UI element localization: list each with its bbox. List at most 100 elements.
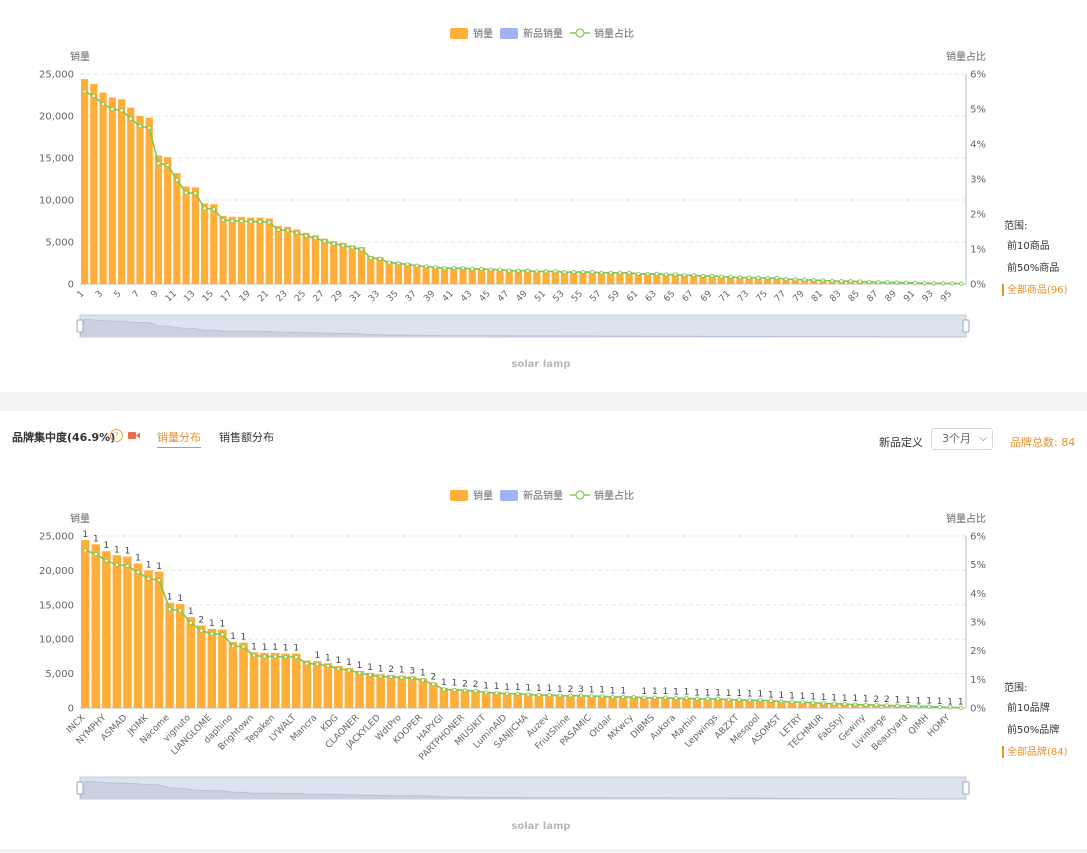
share-point[interactable] [379, 675, 382, 678]
sales-bar[interactable] [330, 241, 337, 284]
share-point[interactable] [432, 683, 435, 686]
share-point[interactable] [115, 563, 118, 566]
share-point[interactable] [775, 276, 778, 279]
sales-bar[interactable] [173, 173, 180, 284]
range-option[interactable]: 全部商品(96) [1007, 283, 1068, 296]
share-point[interactable] [368, 673, 371, 676]
sales-bar[interactable] [324, 663, 333, 708]
sales-bar[interactable] [134, 564, 143, 708]
share-point[interactable] [569, 694, 572, 697]
share-point[interactable] [579, 694, 582, 697]
sales-bar[interactable] [127, 108, 134, 284]
range-option[interactable]: 前10品牌 [1007, 701, 1050, 714]
share-point[interactable] [252, 654, 255, 657]
zoom-handle-left[interactable] [77, 782, 83, 794]
share-point[interactable] [517, 269, 520, 272]
share-point[interactable] [326, 664, 329, 667]
share-point[interactable] [323, 240, 326, 243]
share-point[interactable] [316, 662, 319, 665]
share-point[interactable] [655, 272, 658, 275]
sales-bar[interactable] [256, 218, 263, 284]
sales-bar[interactable] [144, 570, 153, 708]
share-point[interactable] [906, 704, 909, 707]
share-point[interactable] [505, 692, 508, 695]
share-point[interactable] [480, 267, 483, 270]
period-select[interactable]: 3个月 ⌵ [931, 428, 993, 450]
share-point[interactable] [692, 274, 695, 277]
share-point[interactable] [738, 698, 741, 701]
legend-share-label[interactable]: 销量占比 [594, 27, 634, 40]
share-point[interactable] [821, 279, 824, 282]
share-point[interactable] [581, 270, 584, 273]
sales-bar[interactable] [303, 233, 310, 284]
share-point[interactable] [794, 278, 797, 281]
share-point[interactable] [938, 705, 941, 708]
share-point[interactable] [535, 270, 538, 273]
sales-bar[interactable] [271, 653, 280, 708]
share-point[interactable] [701, 274, 704, 277]
share-point[interactable] [406, 263, 409, 266]
share-point[interactable] [305, 662, 308, 665]
share-point[interactable] [563, 270, 566, 273]
sales-bar[interactable] [208, 629, 217, 708]
share-point[interactable] [664, 696, 667, 699]
share-point[interactable] [959, 706, 962, 709]
share-point[interactable] [452, 267, 455, 270]
legend-share-marker[interactable] [576, 491, 584, 499]
share-point[interactable] [738, 276, 741, 279]
sales-bar[interactable] [123, 557, 132, 708]
share-point[interactable] [147, 577, 150, 580]
share-point[interactable] [337, 667, 340, 670]
share-point[interactable] [896, 704, 899, 707]
share-point[interactable] [720, 275, 723, 278]
share-point[interactable] [273, 655, 276, 658]
share-point[interactable] [895, 281, 898, 284]
share-point[interactable] [609, 271, 612, 274]
share-point[interactable] [231, 644, 234, 647]
range-option[interactable]: 前50%品牌 [1007, 723, 1059, 736]
share-point[interactable] [875, 703, 878, 706]
sales-bar[interactable] [210, 204, 217, 284]
legend-new-swatch[interactable] [500, 28, 518, 39]
share-point[interactable] [101, 102, 104, 105]
share-point[interactable] [304, 234, 307, 237]
share-point[interactable] [295, 231, 298, 234]
sales-bar[interactable] [197, 625, 206, 708]
share-point[interactable] [129, 117, 132, 120]
sales-bar[interactable] [355, 671, 364, 708]
sales-bar[interactable] [247, 218, 254, 284]
sales-bar[interactable] [345, 668, 354, 708]
share-point[interactable] [231, 219, 234, 222]
share-point[interactable] [923, 282, 926, 285]
share-point[interactable] [111, 107, 114, 110]
share-point[interactable] [867, 280, 870, 283]
share-point[interactable] [801, 701, 804, 704]
sales-bar[interactable] [408, 676, 417, 708]
legend-new-swatch[interactable] [500, 490, 518, 501]
sales-bar[interactable] [136, 116, 143, 284]
share-point[interactable] [759, 699, 762, 702]
sales-bar[interactable] [201, 203, 208, 284]
share-point[interactable] [854, 703, 857, 706]
share-point[interactable] [572, 270, 575, 273]
sales-bar[interactable] [376, 257, 383, 284]
sales-bar[interactable] [183, 187, 190, 284]
share-point[interactable] [94, 552, 97, 555]
share-point[interactable] [175, 178, 178, 181]
share-point[interactable] [886, 281, 889, 284]
share-point[interactable] [242, 645, 245, 648]
share-point[interactable] [653, 696, 656, 699]
share-point[interactable] [157, 578, 160, 581]
share-point[interactable] [843, 702, 846, 705]
share-point[interactable] [727, 698, 730, 701]
share-point[interactable] [461, 267, 464, 270]
sales-bar[interactable] [419, 678, 428, 708]
share-point[interactable] [184, 191, 187, 194]
share-point[interactable] [784, 277, 787, 280]
share-point[interactable] [105, 559, 108, 562]
share-point[interactable] [864, 703, 867, 706]
share-point[interactable] [840, 280, 843, 283]
share-point[interactable] [729, 275, 732, 278]
share-point[interactable] [611, 695, 614, 698]
share-point[interactable] [927, 705, 930, 708]
